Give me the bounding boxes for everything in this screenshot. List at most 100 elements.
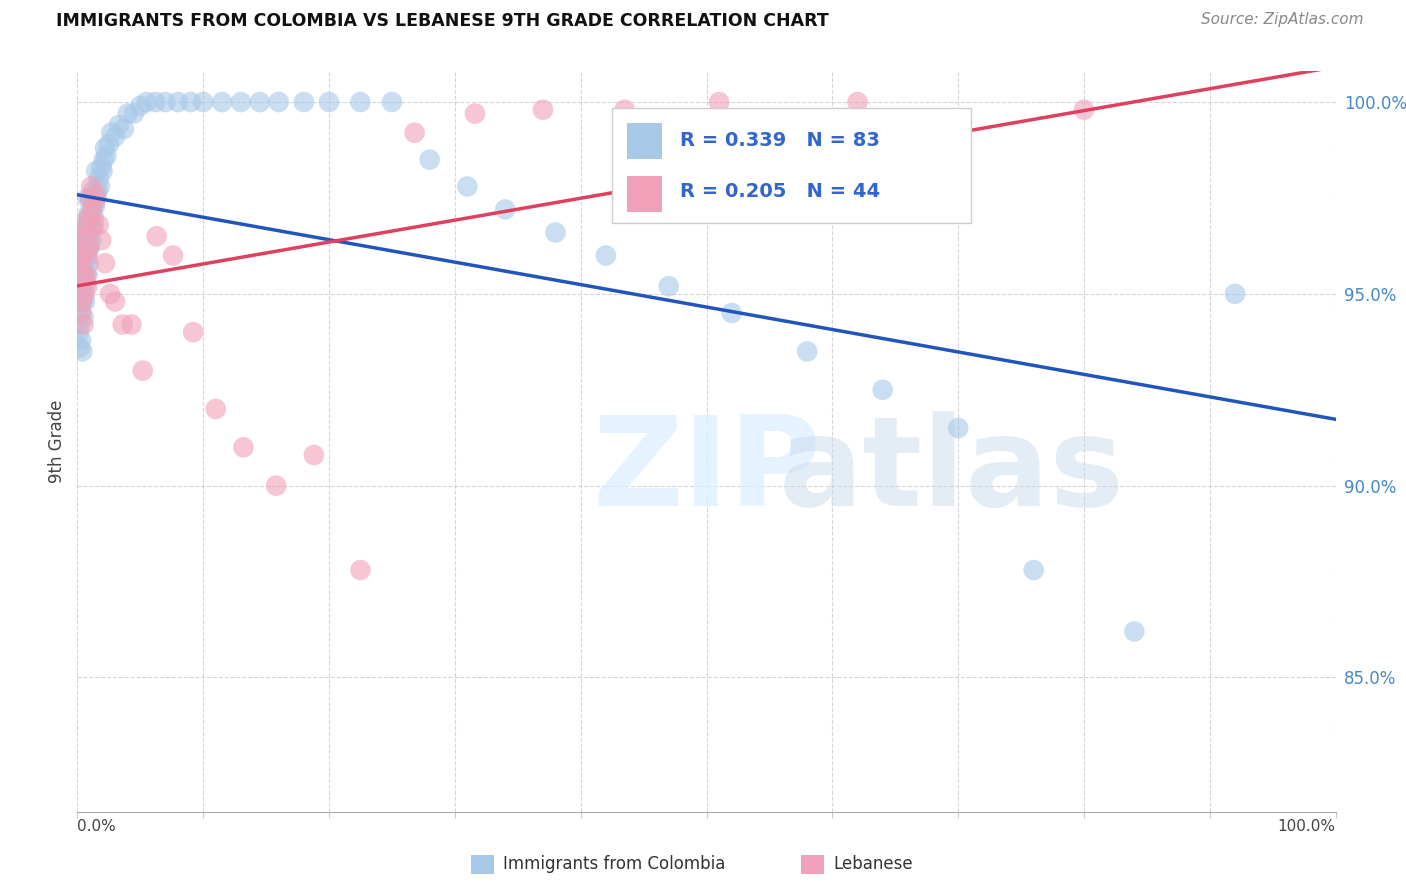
Text: R = 0.205   N = 44: R = 0.205 N = 44	[681, 181, 880, 201]
Point	[72, 294, 94, 309]
Point	[84, 199, 107, 213]
Point	[143, 95, 166, 109]
Y-axis label: 9th Grade: 9th Grade	[48, 400, 66, 483]
Point	[531, 103, 554, 117]
Point	[76, 268, 98, 282]
Point	[73, 214, 96, 228]
Point	[84, 191, 107, 205]
Point	[613, 103, 636, 117]
Point	[108, 118, 131, 132]
Point	[120, 318, 142, 332]
FancyBboxPatch shape	[627, 176, 662, 211]
Point	[82, 202, 104, 217]
Text: Immigrants from Colombia: Immigrants from Colombia	[503, 855, 725, 873]
Point	[145, 229, 167, 244]
Point	[707, 95, 730, 109]
Point	[90, 233, 112, 247]
Point	[318, 95, 340, 109]
Point	[72, 318, 94, 332]
Point	[456, 179, 478, 194]
Point	[73, 294, 96, 309]
Point	[70, 229, 93, 244]
Point	[948, 421, 970, 435]
Text: R = 0.339   N = 83: R = 0.339 N = 83	[681, 131, 880, 150]
FancyBboxPatch shape	[627, 123, 662, 159]
Point	[83, 210, 105, 224]
Text: 100.0%: 100.0%	[1278, 820, 1336, 834]
Point	[75, 226, 97, 240]
Point	[100, 126, 122, 140]
Point	[73, 241, 96, 255]
Point	[112, 122, 135, 136]
Point	[1022, 563, 1045, 577]
Point	[76, 218, 98, 232]
Point	[419, 153, 441, 167]
Point	[94, 141, 117, 155]
Point	[75, 276, 97, 290]
Point	[77, 206, 100, 220]
Point	[83, 183, 105, 197]
Point	[111, 318, 134, 332]
Point	[267, 95, 290, 109]
Point	[84, 194, 107, 209]
Text: IMMIGRANTS FROM COLOMBIA VS LEBANESE 9TH GRADE CORRELATION CHART: IMMIGRANTS FROM COLOMBIA VS LEBANESE 9TH…	[56, 12, 830, 29]
Point	[720, 306, 742, 320]
Point	[84, 187, 107, 202]
Point	[249, 95, 271, 109]
Point	[464, 106, 486, 120]
Point	[72, 310, 94, 324]
Point	[69, 318, 91, 332]
Point	[75, 268, 97, 282]
Point	[104, 294, 127, 309]
Point	[75, 218, 97, 232]
Point	[404, 126, 426, 140]
Text: atlas: atlas	[779, 410, 1125, 532]
Point	[79, 191, 101, 205]
Text: ZIP: ZIP	[592, 410, 821, 532]
Point	[104, 129, 127, 144]
Point	[544, 226, 567, 240]
Point	[302, 448, 325, 462]
Point	[76, 191, 98, 205]
Point	[89, 179, 111, 194]
Point	[72, 286, 94, 301]
Point	[90, 161, 112, 175]
Point	[72, 237, 94, 252]
Point	[796, 344, 818, 359]
Point	[1123, 624, 1146, 639]
Point	[69, 341, 91, 355]
Point	[80, 233, 103, 247]
Point	[73, 264, 96, 278]
Point	[204, 401, 226, 416]
Point	[69, 256, 91, 270]
Point	[872, 383, 894, 397]
Point	[97, 137, 120, 152]
Point	[82, 221, 104, 235]
Point	[77, 210, 100, 224]
Point	[72, 248, 94, 262]
Point	[232, 440, 254, 454]
Point	[292, 95, 315, 109]
Point	[117, 106, 139, 120]
Point	[77, 241, 100, 255]
Point	[381, 95, 404, 109]
Point	[72, 260, 94, 274]
Point	[72, 294, 94, 309]
Point	[79, 191, 101, 205]
Point	[76, 244, 98, 259]
Point	[76, 248, 98, 262]
Point	[494, 202, 516, 217]
Point	[84, 164, 107, 178]
Point	[70, 306, 93, 320]
Point	[70, 333, 93, 347]
Point	[155, 95, 177, 109]
Point	[132, 363, 155, 377]
Point	[122, 106, 145, 120]
Point	[93, 153, 115, 167]
Point	[349, 563, 371, 577]
Point	[96, 149, 118, 163]
Point	[229, 95, 252, 109]
Point	[349, 95, 371, 109]
Point	[87, 218, 110, 232]
Point	[180, 95, 202, 109]
